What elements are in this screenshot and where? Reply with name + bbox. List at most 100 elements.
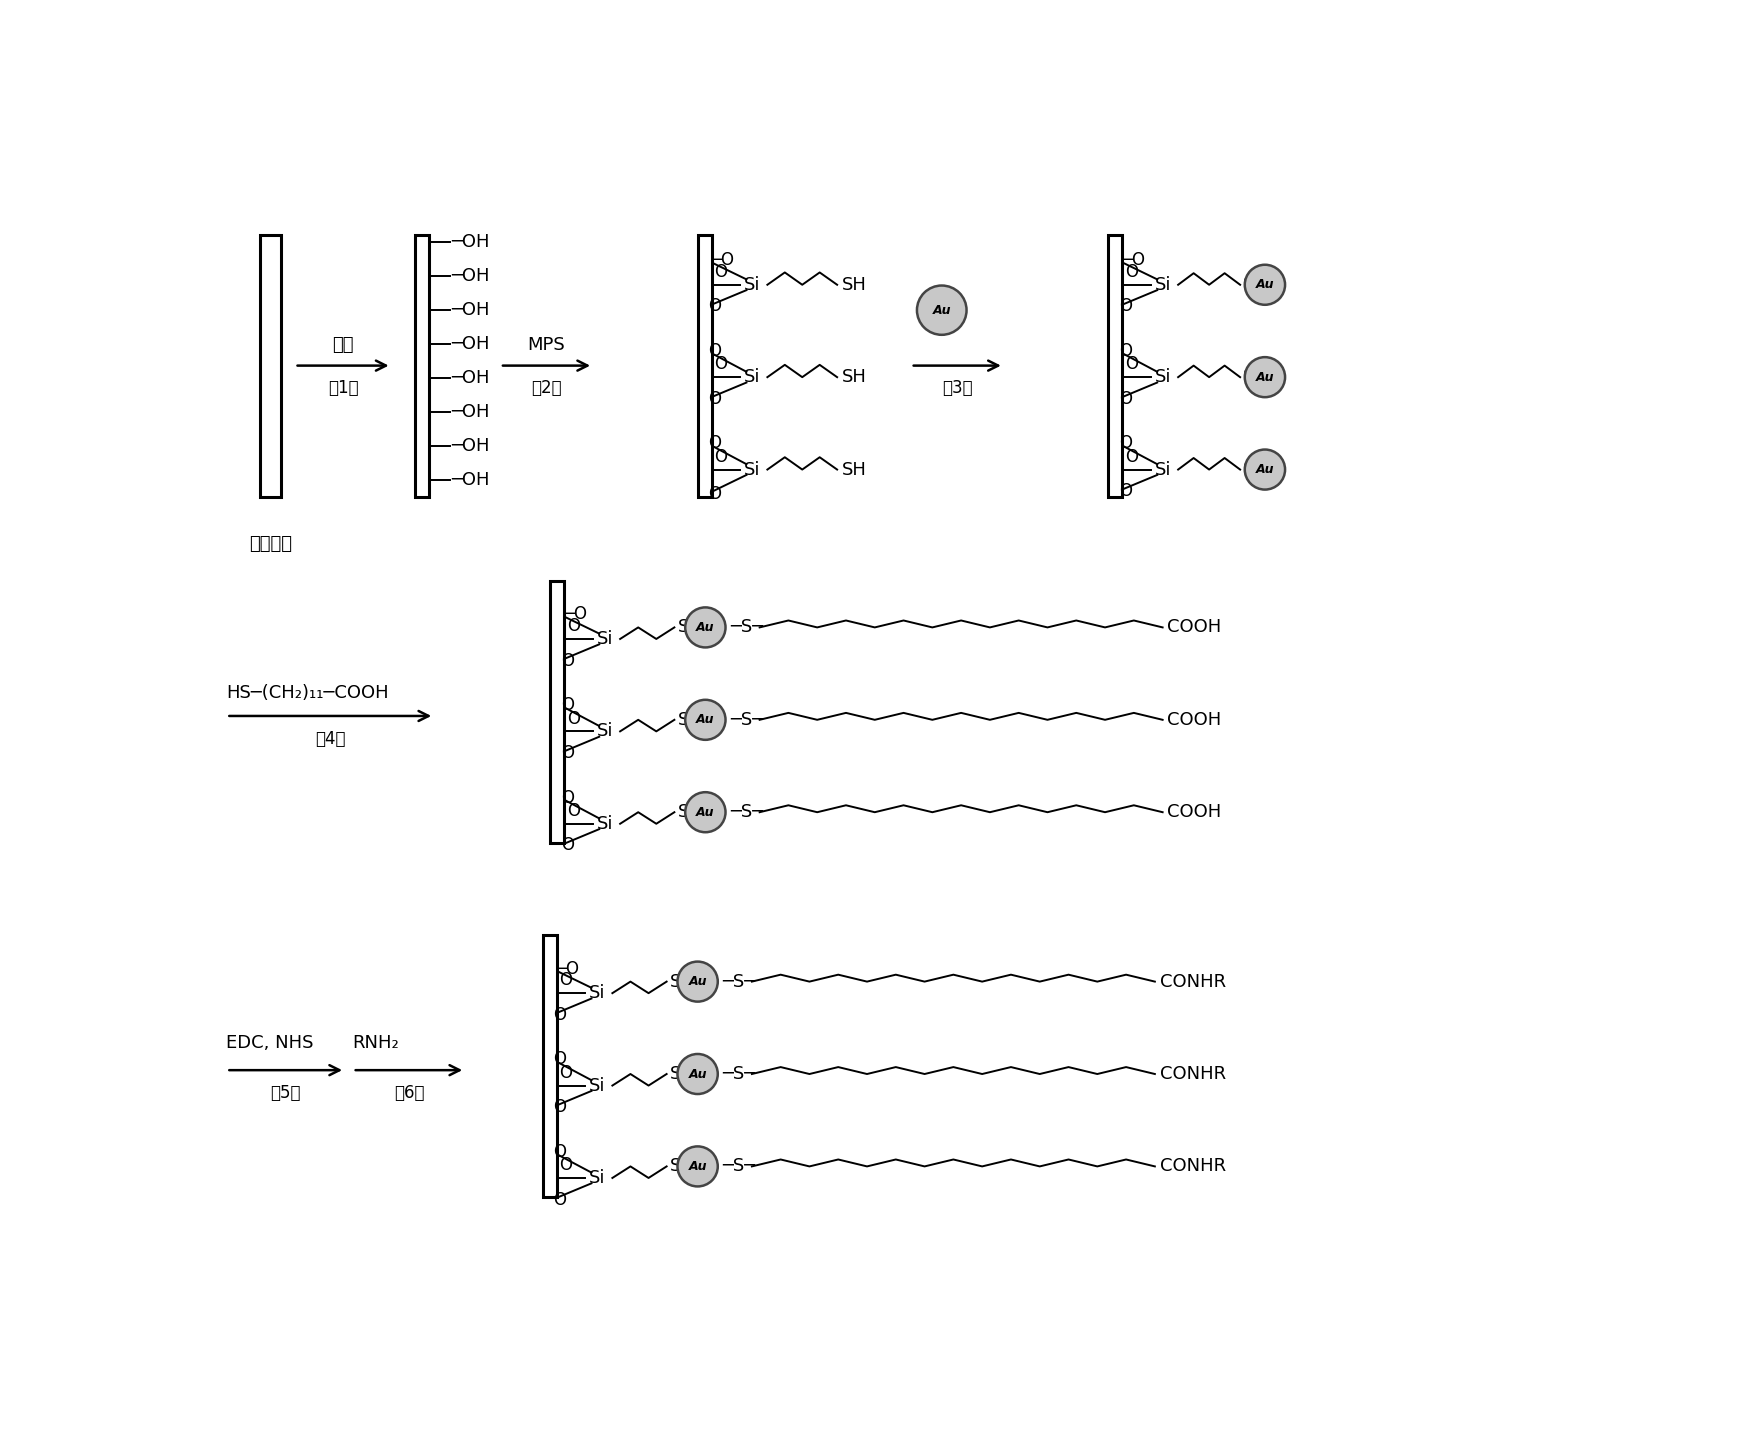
Circle shape bbox=[917, 285, 966, 335]
Text: Si: Si bbox=[589, 1169, 606, 1187]
Text: ─O: ─O bbox=[565, 606, 587, 623]
Text: O: O bbox=[709, 435, 721, 452]
Text: 石英玻片: 石英玻片 bbox=[248, 535, 292, 554]
Text: S─: S─ bbox=[670, 1158, 691, 1175]
Circle shape bbox=[1245, 356, 1285, 397]
Text: ─O: ─O bbox=[1122, 251, 1145, 270]
Text: O: O bbox=[1119, 342, 1133, 359]
Text: O: O bbox=[559, 971, 571, 990]
Text: O: O bbox=[714, 355, 726, 374]
Text: ─OH: ─OH bbox=[452, 403, 490, 420]
Text: ─S─: ─S─ bbox=[730, 619, 763, 636]
Text: SH: SH bbox=[842, 275, 867, 294]
Text: S: S bbox=[1244, 275, 1254, 294]
Text: O: O bbox=[1119, 483, 1133, 500]
Text: O: O bbox=[554, 1051, 566, 1068]
Text: O: O bbox=[1124, 262, 1138, 281]
Bar bbox=[1108, 235, 1122, 497]
Text: O: O bbox=[561, 652, 575, 669]
Text: S: S bbox=[1244, 368, 1254, 387]
Bar bbox=[551, 581, 565, 843]
Text: O: O bbox=[561, 788, 575, 807]
Text: O: O bbox=[554, 1098, 566, 1116]
Text: CONHR: CONHR bbox=[1160, 1158, 1226, 1175]
Text: （2）: （2） bbox=[532, 380, 561, 397]
Text: O: O bbox=[709, 342, 721, 359]
Circle shape bbox=[677, 1146, 717, 1187]
Text: Si: Si bbox=[743, 461, 761, 478]
Text: Au: Au bbox=[697, 622, 714, 633]
Text: ─OH: ─OH bbox=[452, 233, 490, 252]
Text: Si: Si bbox=[743, 275, 761, 294]
Text: ─S─: ─S─ bbox=[723, 1065, 756, 1082]
Text: CONHR: CONHR bbox=[1160, 1065, 1226, 1082]
Text: ─S─: ─S─ bbox=[723, 1158, 756, 1175]
Circle shape bbox=[684, 793, 726, 832]
Text: 清洗: 清洗 bbox=[332, 336, 354, 354]
Text: SH: SH bbox=[842, 461, 867, 478]
Text: ─OH: ─OH bbox=[452, 369, 490, 387]
Text: O: O bbox=[709, 297, 721, 316]
Text: Si: Si bbox=[1155, 275, 1171, 294]
Text: ─OH: ─OH bbox=[452, 267, 490, 285]
Text: （5）: （5） bbox=[271, 1084, 301, 1103]
Text: O: O bbox=[566, 617, 580, 635]
Text: Au: Au bbox=[688, 975, 707, 988]
Text: ─S─: ─S─ bbox=[730, 803, 763, 822]
Text: S─: S─ bbox=[670, 1065, 691, 1082]
Text: （3）: （3） bbox=[941, 380, 973, 397]
Text: O: O bbox=[714, 448, 726, 465]
Text: O: O bbox=[1124, 355, 1138, 374]
Text: O: O bbox=[554, 1143, 566, 1161]
Circle shape bbox=[684, 700, 726, 740]
Text: O: O bbox=[1119, 297, 1133, 316]
Text: HS─(CH₂)₁₁─COOH: HS─(CH₂)₁₁─COOH bbox=[226, 684, 389, 701]
Text: S─: S─ bbox=[670, 972, 691, 991]
Text: ─OH: ─OH bbox=[452, 335, 490, 354]
Text: O: O bbox=[709, 390, 721, 407]
Text: O: O bbox=[559, 1156, 571, 1174]
Circle shape bbox=[677, 962, 717, 1001]
Text: O: O bbox=[561, 836, 575, 855]
Text: ─O: ─O bbox=[556, 959, 580, 978]
Text: S─: S─ bbox=[677, 803, 700, 822]
Bar bbox=[261, 235, 281, 497]
Text: ─OH: ─OH bbox=[452, 436, 490, 455]
Text: SH: SH bbox=[842, 368, 867, 387]
Text: Si: Si bbox=[743, 368, 761, 387]
Bar bbox=[542, 936, 556, 1197]
Text: Au: Au bbox=[1256, 371, 1275, 384]
Text: Au: Au bbox=[688, 1068, 707, 1081]
Text: ─OH: ─OH bbox=[452, 301, 490, 319]
Text: Si: Si bbox=[1155, 461, 1171, 478]
Bar bbox=[415, 235, 429, 497]
Text: CONHR: CONHR bbox=[1160, 972, 1226, 991]
Text: Si: Si bbox=[598, 723, 613, 740]
Text: Au: Au bbox=[697, 806, 714, 819]
Text: MPS: MPS bbox=[528, 336, 565, 354]
Text: Au: Au bbox=[1256, 464, 1275, 477]
Text: （4）: （4） bbox=[314, 730, 346, 748]
Text: COOH: COOH bbox=[1167, 711, 1221, 729]
Text: O: O bbox=[1119, 390, 1133, 407]
Text: ─S─: ─S─ bbox=[730, 711, 763, 729]
Text: RNH₂: RNH₂ bbox=[353, 1035, 400, 1052]
Bar bbox=[698, 235, 712, 497]
Text: COOH: COOH bbox=[1167, 619, 1221, 636]
Text: O: O bbox=[1124, 448, 1138, 465]
Text: COOH: COOH bbox=[1167, 803, 1221, 822]
Text: O: O bbox=[566, 710, 580, 727]
Text: （6）: （6） bbox=[394, 1084, 424, 1103]
Text: O: O bbox=[709, 485, 721, 503]
Text: O: O bbox=[1119, 435, 1133, 452]
Circle shape bbox=[1245, 449, 1285, 490]
Text: S─: S─ bbox=[677, 619, 700, 636]
Text: ─OH: ─OH bbox=[452, 471, 490, 488]
Text: O: O bbox=[561, 743, 575, 762]
Text: Au: Au bbox=[697, 713, 714, 726]
Text: Si: Si bbox=[1155, 368, 1171, 387]
Text: ─S─: ─S─ bbox=[723, 972, 756, 991]
Text: Si: Si bbox=[589, 1077, 606, 1094]
Text: Si: Si bbox=[589, 984, 606, 1003]
Text: O: O bbox=[559, 1064, 571, 1082]
